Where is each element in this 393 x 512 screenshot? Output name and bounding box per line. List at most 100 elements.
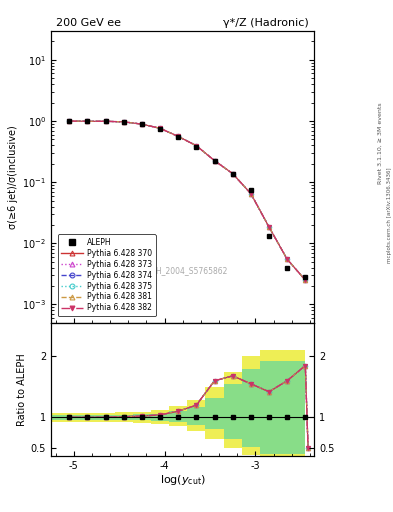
Legend: ALEPH, Pythia 6.428 370, Pythia 6.428 373, Pythia 6.428 374, Pythia 6.428 375, P: ALEPH, Pythia 6.428 370, Pythia 6.428 37…: [57, 234, 156, 316]
Pythia 6.428 374: [121, 119, 126, 125]
Pythia 6.428 373: [194, 143, 199, 149]
Y-axis label: σ(≥6 jet)/σ(inclusive): σ(≥6 jet)/σ(inclusive): [8, 125, 18, 229]
Pythia 6.428 370: [121, 119, 126, 125]
ALEPH: [103, 118, 108, 124]
Pythia 6.428 370: [212, 158, 217, 164]
ALEPH: [194, 144, 199, 150]
Pythia 6.428 382: [248, 190, 253, 197]
Pythia 6.428 381: [176, 133, 180, 139]
ALEPH: [158, 125, 162, 132]
Pythia 6.428 375: [176, 133, 180, 139]
Pythia 6.428 381: [285, 256, 290, 262]
Pythia 6.428 373: [248, 190, 253, 197]
Bar: [224, 384, 242, 439]
Pythia 6.428 382: [285, 256, 290, 262]
Bar: [151, 410, 169, 424]
ALEPH: [266, 233, 271, 240]
Pythia 6.428 381: [194, 143, 199, 149]
Pythia 6.428 382: [303, 277, 308, 283]
Pythia 6.428 373: [285, 256, 290, 262]
Pythia 6.428 373: [103, 118, 108, 124]
Pythia 6.428 382: [158, 125, 162, 132]
Pythia 6.428 382: [176, 133, 180, 139]
Pythia 6.428 374: [67, 118, 72, 124]
Pythia 6.428 373: [140, 121, 144, 127]
Pythia 6.428 370: [67, 118, 72, 124]
Pythia 6.428 381: [103, 118, 108, 124]
Bar: [206, 398, 224, 430]
Pythia 6.428 374: [303, 277, 308, 283]
Pythia 6.428 381: [121, 119, 126, 125]
Pythia 6.428 374: [158, 125, 162, 132]
ALEPH: [285, 265, 290, 271]
Text: mcplots.cern.ch [arXiv:1306.3436]: mcplots.cern.ch [arXiv:1306.3436]: [387, 167, 392, 263]
Line: Pythia 6.428 370: Pythia 6.428 370: [67, 119, 307, 282]
Pythia 6.428 374: [230, 170, 235, 177]
Pythia 6.428 370: [158, 125, 162, 132]
Bar: [97, 413, 115, 421]
Pythia 6.428 374: [140, 121, 144, 127]
Pythia 6.428 370: [176, 133, 180, 139]
Bar: [115, 415, 133, 420]
ALEPH: [67, 118, 72, 124]
Pythia 6.428 370: [266, 224, 271, 230]
Pythia 6.428 373: [158, 125, 162, 132]
Bar: [151, 414, 169, 421]
X-axis label: log($y_{\rm cut}$): log($y_{\rm cut}$): [160, 473, 206, 487]
ALEPH: [140, 121, 144, 127]
Pythia 6.428 381: [85, 118, 90, 124]
Pythia 6.428 381: [158, 125, 162, 132]
Bar: [51, 413, 78, 421]
Bar: [169, 411, 187, 422]
Bar: [133, 412, 151, 423]
Bar: [242, 369, 260, 446]
ALEPH: [303, 274, 308, 280]
Pythia 6.428 382: [140, 121, 144, 127]
Pythia 6.428 375: [230, 170, 235, 177]
Pythia 6.428 381: [212, 158, 217, 164]
Pythia 6.428 382: [121, 119, 126, 125]
Line: Pythia 6.428 373: Pythia 6.428 373: [67, 119, 307, 282]
Pythia 6.428 373: [85, 118, 90, 124]
Pythia 6.428 375: [248, 190, 253, 197]
ALEPH: [230, 171, 235, 177]
Pythia 6.428 375: [285, 256, 290, 262]
Pythia 6.428 370: [140, 121, 144, 127]
Pythia 6.428 382: [212, 158, 217, 164]
Pythia 6.428 374: [176, 133, 180, 139]
Pythia 6.428 382: [103, 118, 108, 124]
Pythia 6.428 373: [303, 277, 308, 283]
Bar: [78, 413, 97, 421]
Pythia 6.428 382: [85, 118, 90, 124]
Pythia 6.428 375: [212, 158, 217, 164]
Pythia 6.428 375: [194, 143, 199, 149]
Line: ALEPH: ALEPH: [67, 119, 308, 280]
ALEPH: [212, 158, 217, 164]
ALEPH: [248, 187, 253, 193]
Pythia 6.428 373: [230, 170, 235, 177]
Pythia 6.428 370: [103, 118, 108, 124]
Bar: [206, 387, 224, 439]
Pythia 6.428 370: [248, 190, 253, 197]
Pythia 6.428 374: [248, 190, 253, 197]
Pythia 6.428 382: [194, 143, 199, 149]
Pythia 6.428 374: [285, 256, 290, 262]
Bar: [242, 356, 260, 455]
Bar: [187, 407, 206, 424]
Bar: [97, 415, 115, 420]
Pythia 6.428 370: [230, 170, 235, 177]
Pythia 6.428 374: [212, 158, 217, 164]
Pythia 6.428 381: [248, 190, 253, 197]
Text: ALEPH_2004_S5765862: ALEPH_2004_S5765862: [138, 266, 228, 275]
Text: γ*/Z (Hadronic): γ*/Z (Hadronic): [223, 18, 309, 28]
Pythia 6.428 373: [176, 133, 180, 139]
ALEPH: [121, 119, 126, 125]
Pythia 6.428 374: [194, 143, 199, 149]
Pythia 6.428 373: [266, 224, 271, 230]
Y-axis label: Ratio to ALEPH: Ratio to ALEPH: [17, 353, 27, 425]
Pythia 6.428 374: [85, 118, 90, 124]
Pythia 6.428 381: [266, 224, 271, 230]
Pythia 6.428 382: [266, 224, 271, 230]
Pythia 6.428 382: [230, 170, 235, 177]
Pythia 6.428 375: [121, 119, 126, 125]
